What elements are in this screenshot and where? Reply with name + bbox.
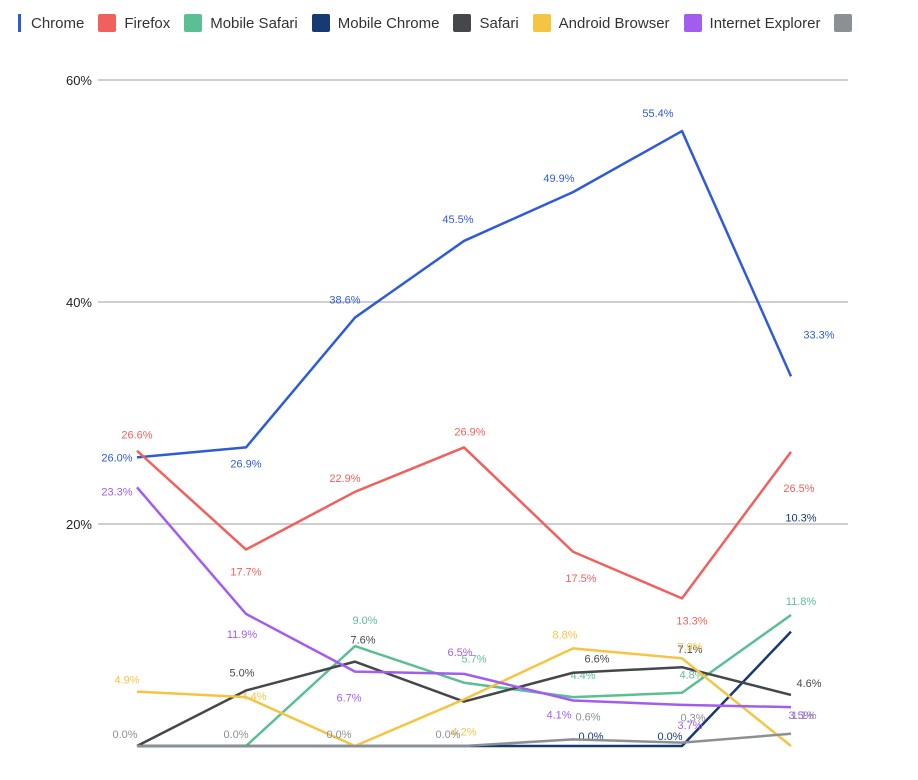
legend: Chrome Firefox Mobile Safari Mobile Chrome S… xyxy=(18,10,874,36)
legend-swatch xyxy=(683,14,702,32)
data-label: 7.1% xyxy=(677,644,702,656)
data-label: 7.9% xyxy=(677,641,702,653)
data-label: 23.3% xyxy=(101,486,132,498)
data-label: 7.6% xyxy=(350,635,375,647)
legend-swatch xyxy=(98,14,117,32)
legend-swatch xyxy=(532,14,551,32)
y-tick-label: 40% xyxy=(66,295,92,310)
legend-item[interactable] xyxy=(834,14,860,32)
data-label: 6.6% xyxy=(584,654,609,666)
data-label: 49.9% xyxy=(543,173,574,185)
data-label: 0.0% xyxy=(326,729,351,741)
data-label: 22.9% xyxy=(329,473,360,485)
legend-swatch xyxy=(18,14,21,32)
data-label: 17.7% xyxy=(230,567,261,579)
data-label: 26.5% xyxy=(783,483,814,495)
legend-swatch xyxy=(834,14,853,32)
data-label: 26.6% xyxy=(121,430,152,442)
data-label: 4.9% xyxy=(114,675,139,687)
data-label: 3.7% xyxy=(677,720,702,732)
legend-label: Safari xyxy=(479,14,519,32)
data-label: 0.0% xyxy=(435,729,460,741)
data-label: 13.3% xyxy=(676,615,707,627)
data-label: 11.9% xyxy=(227,629,258,641)
legend-item[interactable]: Chrome xyxy=(18,14,84,32)
data-label: 4.2% xyxy=(451,726,476,738)
data-label: 8.8% xyxy=(552,629,577,641)
legend-item[interactable]: Android Browser xyxy=(532,14,670,32)
series-line-5 xyxy=(136,647,792,748)
data-label: 26.9% xyxy=(454,426,485,438)
legend-label: Chrome xyxy=(31,14,85,32)
legend-item[interactable]: Firefox xyxy=(98,14,170,32)
data-label: 0.0% xyxy=(657,731,682,743)
y-tick-label: 60% xyxy=(66,73,92,88)
series-line-1 xyxy=(136,446,793,600)
data-label: 45.5% xyxy=(442,214,473,226)
data-label: 55.4% xyxy=(642,108,673,120)
legend-swatch xyxy=(311,14,330,32)
data-label: 0.0% xyxy=(112,729,137,741)
legend-label: Mobile Chrome xyxy=(337,14,440,32)
data-label: 5.7% xyxy=(461,654,486,666)
legend-swatch xyxy=(184,14,203,32)
data-label: 3.5% xyxy=(788,710,813,722)
data-label: 9.0% xyxy=(352,615,377,627)
legend-label: Internet Explorer xyxy=(709,14,821,32)
series-line-0 xyxy=(136,129,793,459)
legend-item[interactable]: Safari xyxy=(453,14,519,32)
data-label: 0.0% xyxy=(223,729,248,741)
y-tick-label: 20% xyxy=(66,517,92,532)
data-label: 4.1% xyxy=(546,709,571,721)
data-label: 4.6% xyxy=(796,678,821,690)
legend-item[interactable]: Mobile Safari xyxy=(184,14,298,32)
data-label: 0.6% xyxy=(575,711,600,723)
series-line-4 xyxy=(136,660,792,748)
data-label: 4.4% xyxy=(241,691,266,703)
data-label: 10.3% xyxy=(785,513,816,525)
legend-label: Android Browser xyxy=(558,14,670,32)
legend-label: Mobile Safari xyxy=(210,14,298,32)
legend-label: Firefox xyxy=(124,14,171,32)
data-label: 1.1% xyxy=(791,710,816,722)
legend-item[interactable]: Mobile Chrome xyxy=(311,14,440,32)
data-label: 11.8% xyxy=(786,596,817,608)
data-label: 0.3% xyxy=(680,713,705,725)
series-line-6 xyxy=(136,486,792,709)
data-label: 38.6% xyxy=(329,295,360,307)
legend-swatch xyxy=(453,14,472,32)
series-line-7 xyxy=(137,732,792,748)
data-label: 26.0% xyxy=(101,452,132,464)
data-label: 17.5% xyxy=(565,573,596,585)
data-label: 6.7% xyxy=(336,693,361,705)
legend-item[interactable]: Internet Explorer xyxy=(683,14,821,32)
data-label: 6.5% xyxy=(447,647,472,659)
data-label: 33.3% xyxy=(803,329,834,341)
data-label: 26.9% xyxy=(230,458,261,470)
data-label: 5.0% xyxy=(229,668,254,680)
